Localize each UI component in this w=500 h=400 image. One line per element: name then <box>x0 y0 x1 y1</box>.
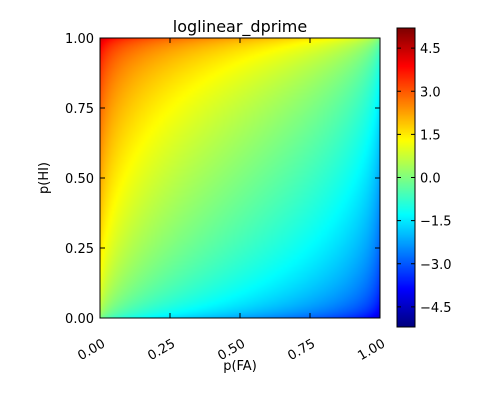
y-axis-label: p(HI) <box>37 162 52 194</box>
x-axis-label: p(FA) <box>223 359 257 374</box>
x-tick-label: 0.00 <box>75 336 108 363</box>
colorbar-ticks: −4.5 −3.0 −1.5 0.0 1.5 3.0 4.5 <box>397 42 452 316</box>
y-tick-label: 0.50 <box>65 172 94 187</box>
chart-title: loglinear_dprime <box>173 17 307 37</box>
heatmap-image <box>100 38 380 318</box>
colorbar-tick-label: −3.0 <box>420 258 452 273</box>
colorbar: −4.5 −3.0 −1.5 0.0 1.5 3.0 4.5 <box>396 27 452 328</box>
colorbar-gradient <box>397 28 415 327</box>
x-tick-label: 1.00 <box>355 336 388 363</box>
y-tick-label: 0.25 <box>65 242 94 257</box>
colorbar-tick-label: −4.5 <box>420 301 452 316</box>
x-tick-label: 0.75 <box>285 336 318 363</box>
x-tick-label: 0.25 <box>145 336 178 363</box>
y-tick-label: 1.00 <box>65 32 94 47</box>
colorbar-tick-label: 3.0 <box>420 85 441 100</box>
y-tick-label: 0.00 <box>65 312 94 327</box>
colorbar-tick-label: −1.5 <box>420 215 452 230</box>
y-tick-label: 0.75 <box>65 102 94 117</box>
colorbar-tick-label: 0.0 <box>420 172 441 187</box>
heatmap-plot-area <box>99 37 381 319</box>
colorbar-tick-label: 1.5 <box>420 128 441 143</box>
colorbar-tick-label: 4.5 <box>420 42 441 57</box>
y-axis-ticks: 0.00 0.25 0.50 0.75 1.00 <box>65 32 380 327</box>
